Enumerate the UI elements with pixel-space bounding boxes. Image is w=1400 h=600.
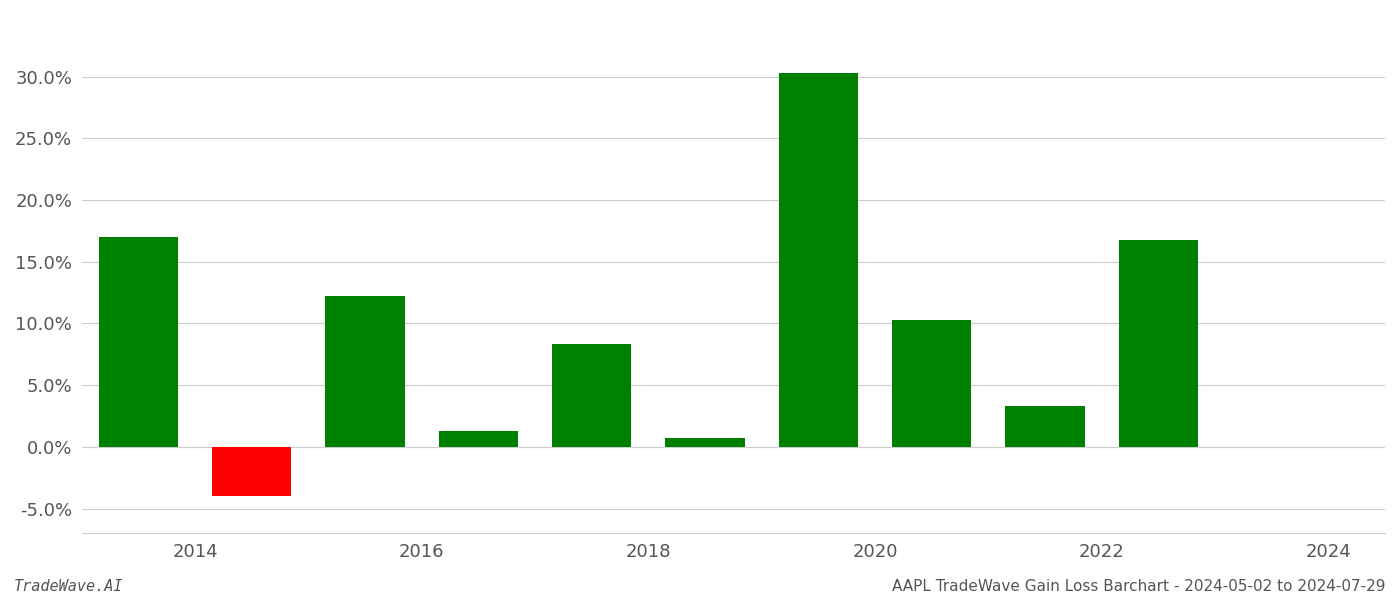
Bar <box>325 296 405 447</box>
Bar <box>552 344 631 447</box>
Bar <box>1005 406 1085 447</box>
Bar <box>1119 239 1198 447</box>
Text: AAPL TradeWave Gain Loss Barchart - 2024-05-02 to 2024-07-29: AAPL TradeWave Gain Loss Barchart - 2024… <box>893 579 1386 594</box>
Bar <box>778 73 858 447</box>
Bar <box>665 438 745 447</box>
Bar <box>892 320 972 447</box>
Bar <box>213 447 291 496</box>
Bar <box>99 237 178 447</box>
Text: TradeWave.AI: TradeWave.AI <box>14 579 123 594</box>
Bar <box>438 431 518 447</box>
